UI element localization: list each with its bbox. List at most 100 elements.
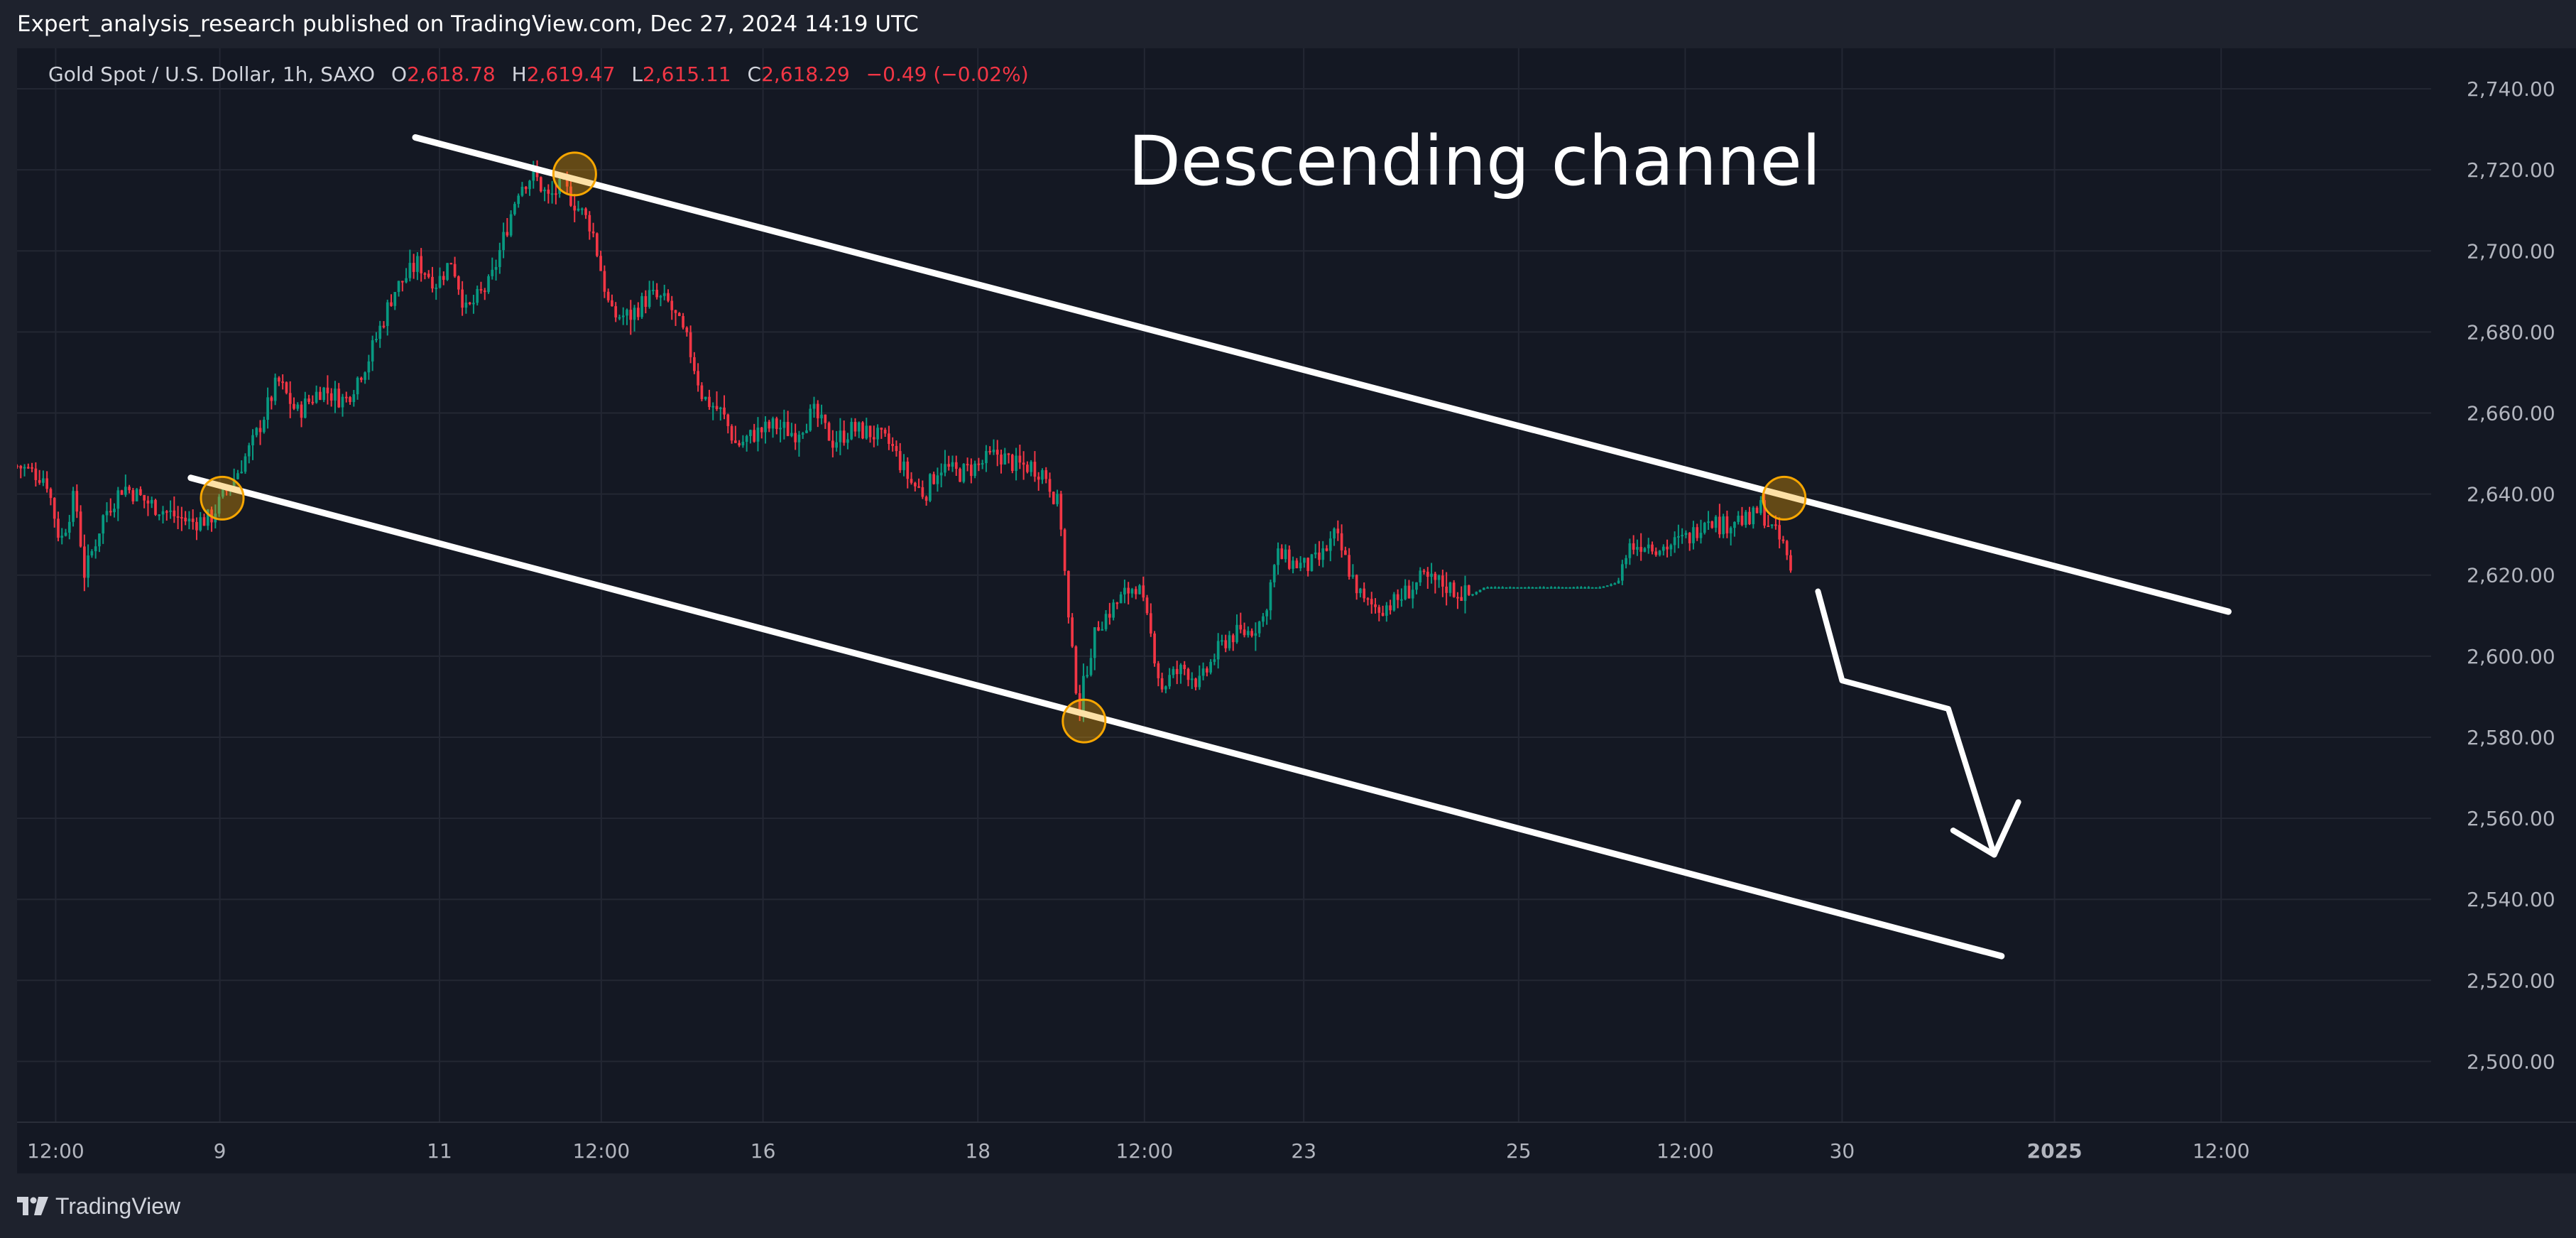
candle-body — [1617, 580, 1620, 584]
candle-body — [1186, 668, 1190, 680]
candle-body — [970, 465, 973, 477]
candle-body — [180, 516, 183, 518]
candle-body — [405, 278, 408, 283]
candle-body — [128, 487, 131, 491]
candle-body — [1351, 575, 1355, 577]
y-tick-label: 2,560.00 — [2467, 807, 2555, 830]
candle-body — [775, 418, 778, 429]
candle-body — [1763, 500, 1766, 526]
candle-body — [479, 288, 483, 291]
candle-body — [281, 381, 285, 384]
candle-body — [438, 276, 442, 288]
candle-body — [1138, 585, 1141, 594]
candle-body — [1661, 546, 1665, 551]
candle-body — [1778, 525, 1781, 540]
candle-body — [1194, 678, 1197, 688]
candle-body — [64, 532, 67, 536]
candle-body — [57, 518, 60, 538]
candle-body — [453, 264, 457, 277]
candle-body — [1572, 587, 1576, 589]
candle-body — [359, 377, 363, 380]
candle-body — [801, 433, 804, 435]
y-tick-label: 2,720.00 — [2467, 158, 2555, 182]
candle-body — [87, 555, 89, 578]
candle-body — [1759, 500, 1762, 514]
candle-body — [929, 474, 932, 501]
candle-body — [677, 313, 681, 316]
candle-body — [782, 421, 786, 428]
candle-body — [1430, 573, 1433, 577]
candle-body — [202, 517, 206, 526]
y-tick-label: 2,680.00 — [2467, 320, 2555, 344]
candle-body — [1434, 573, 1437, 580]
candle-body — [94, 546, 97, 552]
candle-body — [329, 393, 333, 401]
candle-body — [1419, 570, 1422, 582]
candle-body — [90, 551, 94, 556]
candle-body — [1003, 453, 1007, 465]
candle-body — [891, 443, 895, 446]
candle-body — [633, 308, 636, 320]
y-tick-label: 2,620.00 — [2467, 564, 2555, 587]
candle-body — [1505, 587, 1508, 589]
candle-body — [1179, 664, 1182, 675]
candle-body — [835, 442, 838, 448]
candle-body — [1115, 602, 1119, 604]
chart-panel[interactable]: 2,740.00 2,720.00 2,700.00 2,680.00 2,660.00… — [17, 48, 2576, 1173]
candle-body — [520, 186, 524, 196]
tradingview-logo[interactable]: TradingView — [17, 1189, 180, 1223]
y-tick-label: 2,500.00 — [2467, 1050, 2555, 1073]
candle-body — [1063, 529, 1066, 571]
candle-body — [1221, 640, 1223, 642]
candle-body — [397, 281, 400, 293]
candle-body — [786, 421, 790, 436]
candle-body — [364, 372, 366, 380]
candle-body — [1086, 675, 1089, 677]
candle-body — [711, 406, 715, 408]
candle-body — [1576, 587, 1579, 589]
candle-body — [244, 456, 247, 472]
candle-body — [468, 303, 471, 305]
candle-body — [524, 186, 528, 190]
candle-body — [42, 478, 45, 483]
candle-body — [868, 425, 872, 438]
candle-body — [629, 310, 633, 320]
price-chart[interactable]: 2,740.00 2,720.00 2,700.00 2,680.00 2,660.00… — [17, 48, 2576, 1173]
candle-body — [532, 167, 535, 181]
candle-body — [1696, 527, 1699, 538]
candle-body — [1246, 631, 1250, 636]
candle-body — [1010, 455, 1014, 472]
candle-body — [988, 450, 992, 452]
candle-body — [1089, 658, 1093, 675]
candle-body — [1272, 565, 1276, 582]
candle-body — [319, 391, 322, 401]
candle-body — [449, 263, 453, 265]
candle-body — [1101, 629, 1104, 631]
open-value: 2,618.78 — [407, 63, 496, 86]
candle-body — [1321, 548, 1325, 560]
candle-body — [255, 428, 258, 435]
candle-body — [67, 521, 71, 533]
candle-body — [1610, 584, 1612, 586]
candle-body — [1175, 668, 1179, 675]
candle-body — [371, 340, 374, 362]
candle-body — [932, 474, 935, 484]
candle-body — [498, 250, 501, 267]
candle-body — [1108, 614, 1111, 618]
candle-body — [700, 385, 704, 399]
candle-body — [296, 404, 300, 409]
y-tick-label: 2,700.00 — [2467, 239, 2555, 263]
candle-body — [1389, 605, 1392, 611]
candle-body — [1475, 592, 1478, 594]
candle-body — [17, 465, 18, 467]
candle-body — [217, 496, 221, 514]
candle-body — [472, 303, 475, 305]
candle-body — [386, 302, 389, 326]
candle-body — [614, 306, 618, 317]
candle-body — [1426, 571, 1429, 577]
candle-body — [1037, 477, 1040, 480]
publisher-bar: Expert_analysis_research published on Tr… — [0, 0, 2576, 48]
candle-body — [1539, 587, 1541, 589]
candle-body — [176, 516, 180, 518]
candle-body — [222, 489, 224, 497]
